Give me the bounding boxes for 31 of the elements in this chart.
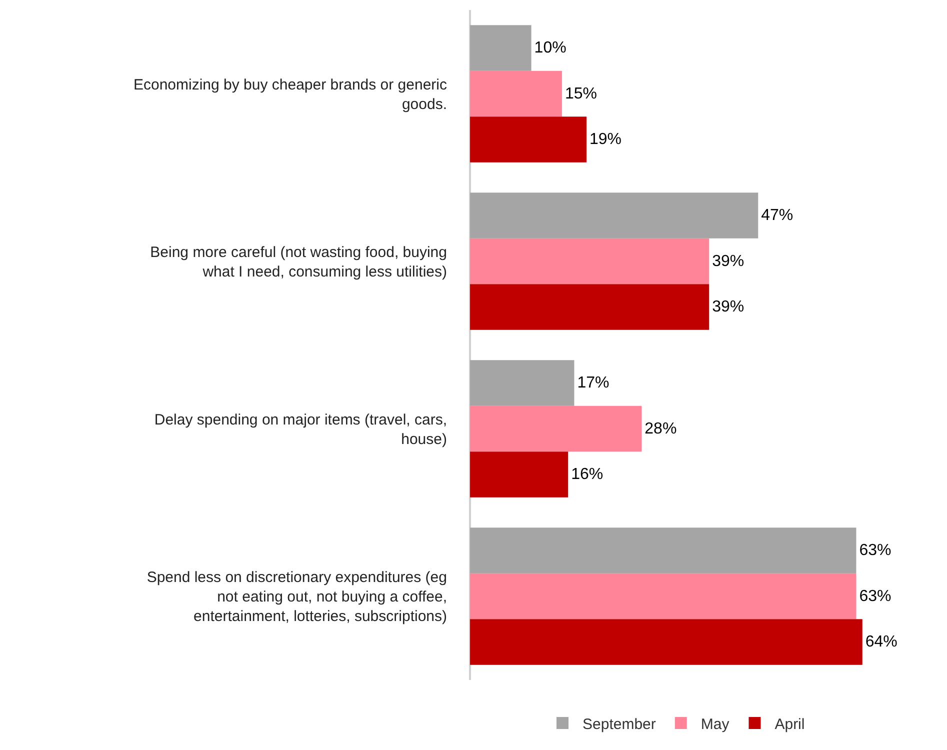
data-label: 39% — [712, 298, 744, 316]
bar — [470, 25, 532, 71]
bar — [470, 406, 642, 452]
bar — [470, 192, 758, 238]
data-label: 64% — [865, 634, 898, 651]
bar — [470, 452, 568, 498]
bar — [470, 528, 856, 574]
bar — [470, 360, 574, 406]
data-label: 17% — [577, 374, 610, 392]
data-label: 63% — [859, 588, 892, 605]
bar — [470, 70, 562, 117]
y-tick-label: Economizing by buy cheaper brands or generic goods. — [133, 76, 448, 113]
legend-label: September — [582, 716, 656, 733]
data-label: 47% — [761, 206, 794, 224]
y-tick-label: Spend less on discretionary expenditures (eg not eating out, not buying a coffee, entertainment, lotteries, subscriptions) — [146, 569, 447, 625]
bar — [470, 284, 710, 330]
data-label: 10% — [534, 39, 566, 56]
data-label: 63% — [859, 542, 892, 559]
bar — [470, 573, 856, 620]
bar — [470, 116, 586, 162]
legend-label: May — [700, 716, 730, 733]
y-tick-label: Being more careful (not wasting food, buying what I need, consuming less utilities) — [150, 244, 447, 280]
y-tick-label: Delay spending on major items (travel, cars, house) — [154, 411, 447, 448]
data-label: 15% — [564, 85, 597, 102]
data-label: 19% — [589, 131, 622, 148]
data-label: 28% — [644, 420, 677, 438]
legend-label: April — [774, 716, 805, 733]
bar — [470, 238, 710, 284]
data-label: 39% — [712, 252, 744, 270]
data-label: 16% — [571, 466, 604, 484]
bar — [470, 619, 862, 665]
